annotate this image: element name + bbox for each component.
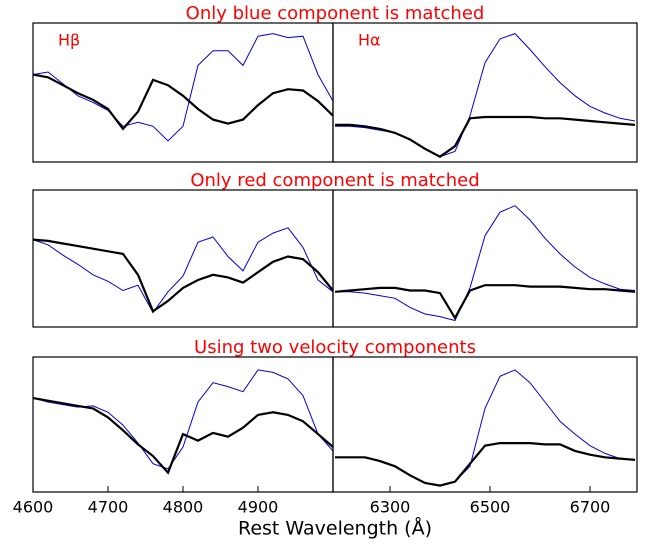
series-line <box>32 73 334 131</box>
panel-title: Only red component is matched <box>190 170 479 191</box>
plot-frame <box>332 356 638 493</box>
x-tick-label: 6500 <box>470 498 511 517</box>
plot-frame <box>332 22 638 163</box>
panel-label: Hα <box>358 31 381 50</box>
series-line <box>32 33 334 142</box>
x-axis-label: Rest Wavelength (Å) <box>238 517 432 540</box>
series-line <box>335 442 636 487</box>
x-tick-label: 4900 <box>238 498 279 517</box>
series-line <box>32 238 334 313</box>
x-tick-label: 4600 <box>13 498 54 517</box>
series-line <box>335 33 636 158</box>
plot-frame <box>332 189 638 328</box>
series-line <box>32 397 334 475</box>
panel-label: Hβ <box>58 31 80 50</box>
series-line <box>32 227 334 314</box>
x-tick-label: 4800 <box>163 498 204 517</box>
series-line <box>335 369 636 487</box>
series-line <box>32 369 334 470</box>
panel-title: Using two velocity components <box>194 337 476 358</box>
plot-frame <box>32 356 334 493</box>
plot-frame <box>32 189 334 328</box>
series-line <box>335 115 636 158</box>
series-line <box>334 284 636 321</box>
x-tick-label: 4700 <box>88 498 129 517</box>
series-line <box>335 205 636 322</box>
panel-title: Only blue component is matched <box>186 3 485 24</box>
x-tick-label: 6700 <box>570 498 611 517</box>
x-tick-label: 6300 <box>370 498 411 517</box>
